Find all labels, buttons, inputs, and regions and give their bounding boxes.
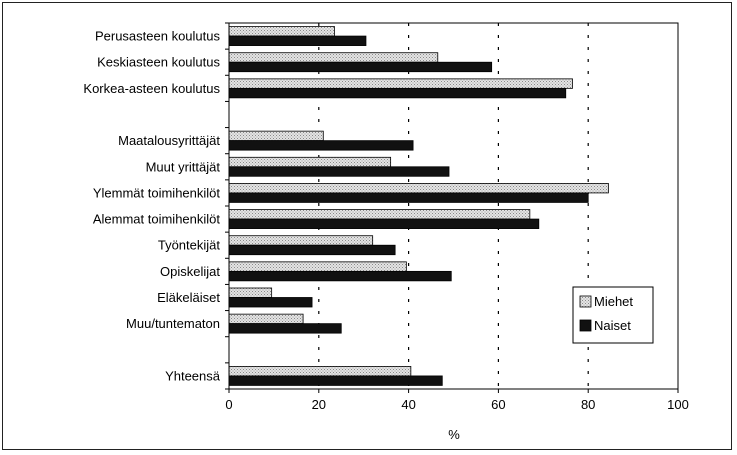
- category-label: Eläkeläiset: [157, 290, 220, 305]
- category-label: Perusasteen koulutus: [95, 29, 221, 44]
- x-tick-label: 60: [491, 397, 505, 412]
- bar-miehet: [228, 235, 374, 246]
- bar-naiset: [228, 218, 540, 229]
- bar-miehet: [228, 183, 609, 194]
- x-tick-label: 0: [225, 397, 232, 412]
- chart-frame: [2, 2, 732, 450]
- bar-miehet: [228, 366, 412, 377]
- bar-naiset: [228, 375, 443, 386]
- bar-miehet: [228, 130, 324, 142]
- category-label: Työntekijät: [158, 238, 221, 253]
- bar-miehet: [228, 26, 335, 37]
- category-labels: Perusasteen koulutus Keskiasteen koulutus…: [83, 29, 220, 384]
- category-label: Keskiasteen koulutus: [97, 55, 220, 70]
- bar-naiset: [228, 270, 452, 282]
- bars: [228, 26, 609, 386]
- axes: [225, 22, 679, 393]
- bar-naiset: [228, 192, 589, 203]
- bar-naiset: [228, 87, 567, 99]
- bar-miehet: [228, 52, 439, 63]
- category-label: Muut yrittäjät: [146, 159, 221, 174]
- bar-miehet: [228, 261, 407, 272]
- legend-label-naiset: Naiset: [594, 318, 631, 333]
- x-axis-label: %: [448, 427, 460, 442]
- bar-naiset: [228, 166, 450, 177]
- bar-miehet: [228, 156, 392, 168]
- category-label: Korkea-asteen koulutus: [83, 81, 220, 96]
- category-label: Ylemmät toimihenkilöt: [93, 185, 221, 200]
- x-tick-label: 80: [581, 397, 595, 412]
- x-tick-label: 20: [312, 397, 326, 412]
- bar-miehet: [228, 287, 273, 298]
- bar-naiset: [228, 323, 342, 334]
- legend-swatch-naiset: [579, 319, 592, 332]
- category-label: Opiskelijat: [160, 264, 220, 279]
- category-label: Yhteensä: [165, 368, 221, 383]
- legend-swatch-miehet: [579, 295, 592, 308]
- x-tick-label: 100: [667, 397, 689, 412]
- bar-miehet: [228, 78, 573, 89]
- legend: Miehet Naiset: [572, 286, 654, 344]
- gridlines: [318, 23, 589, 389]
- bar-naiset: [228, 61, 493, 73]
- category-label: Muu/tuntematon: [126, 316, 220, 331]
- bar-naiset: [228, 244, 396, 256]
- bar-miehet: [228, 209, 531, 220]
- bar-naiset: [228, 35, 367, 46]
- bar-naiset: [228, 297, 313, 308]
- bar-miehet: [228, 313, 304, 325]
- category-label: Alemmat toimihenkilöt: [93, 212, 221, 227]
- legend-label-miehet: Miehet: [594, 294, 633, 309]
- x-tick-labels: 0 20 40 60 80 100: [225, 397, 688, 412]
- x-tick-label: 40: [401, 397, 415, 412]
- bar-naiset: [228, 140, 414, 151]
- category-label: Maatalousyrittäjät: [118, 133, 220, 148]
